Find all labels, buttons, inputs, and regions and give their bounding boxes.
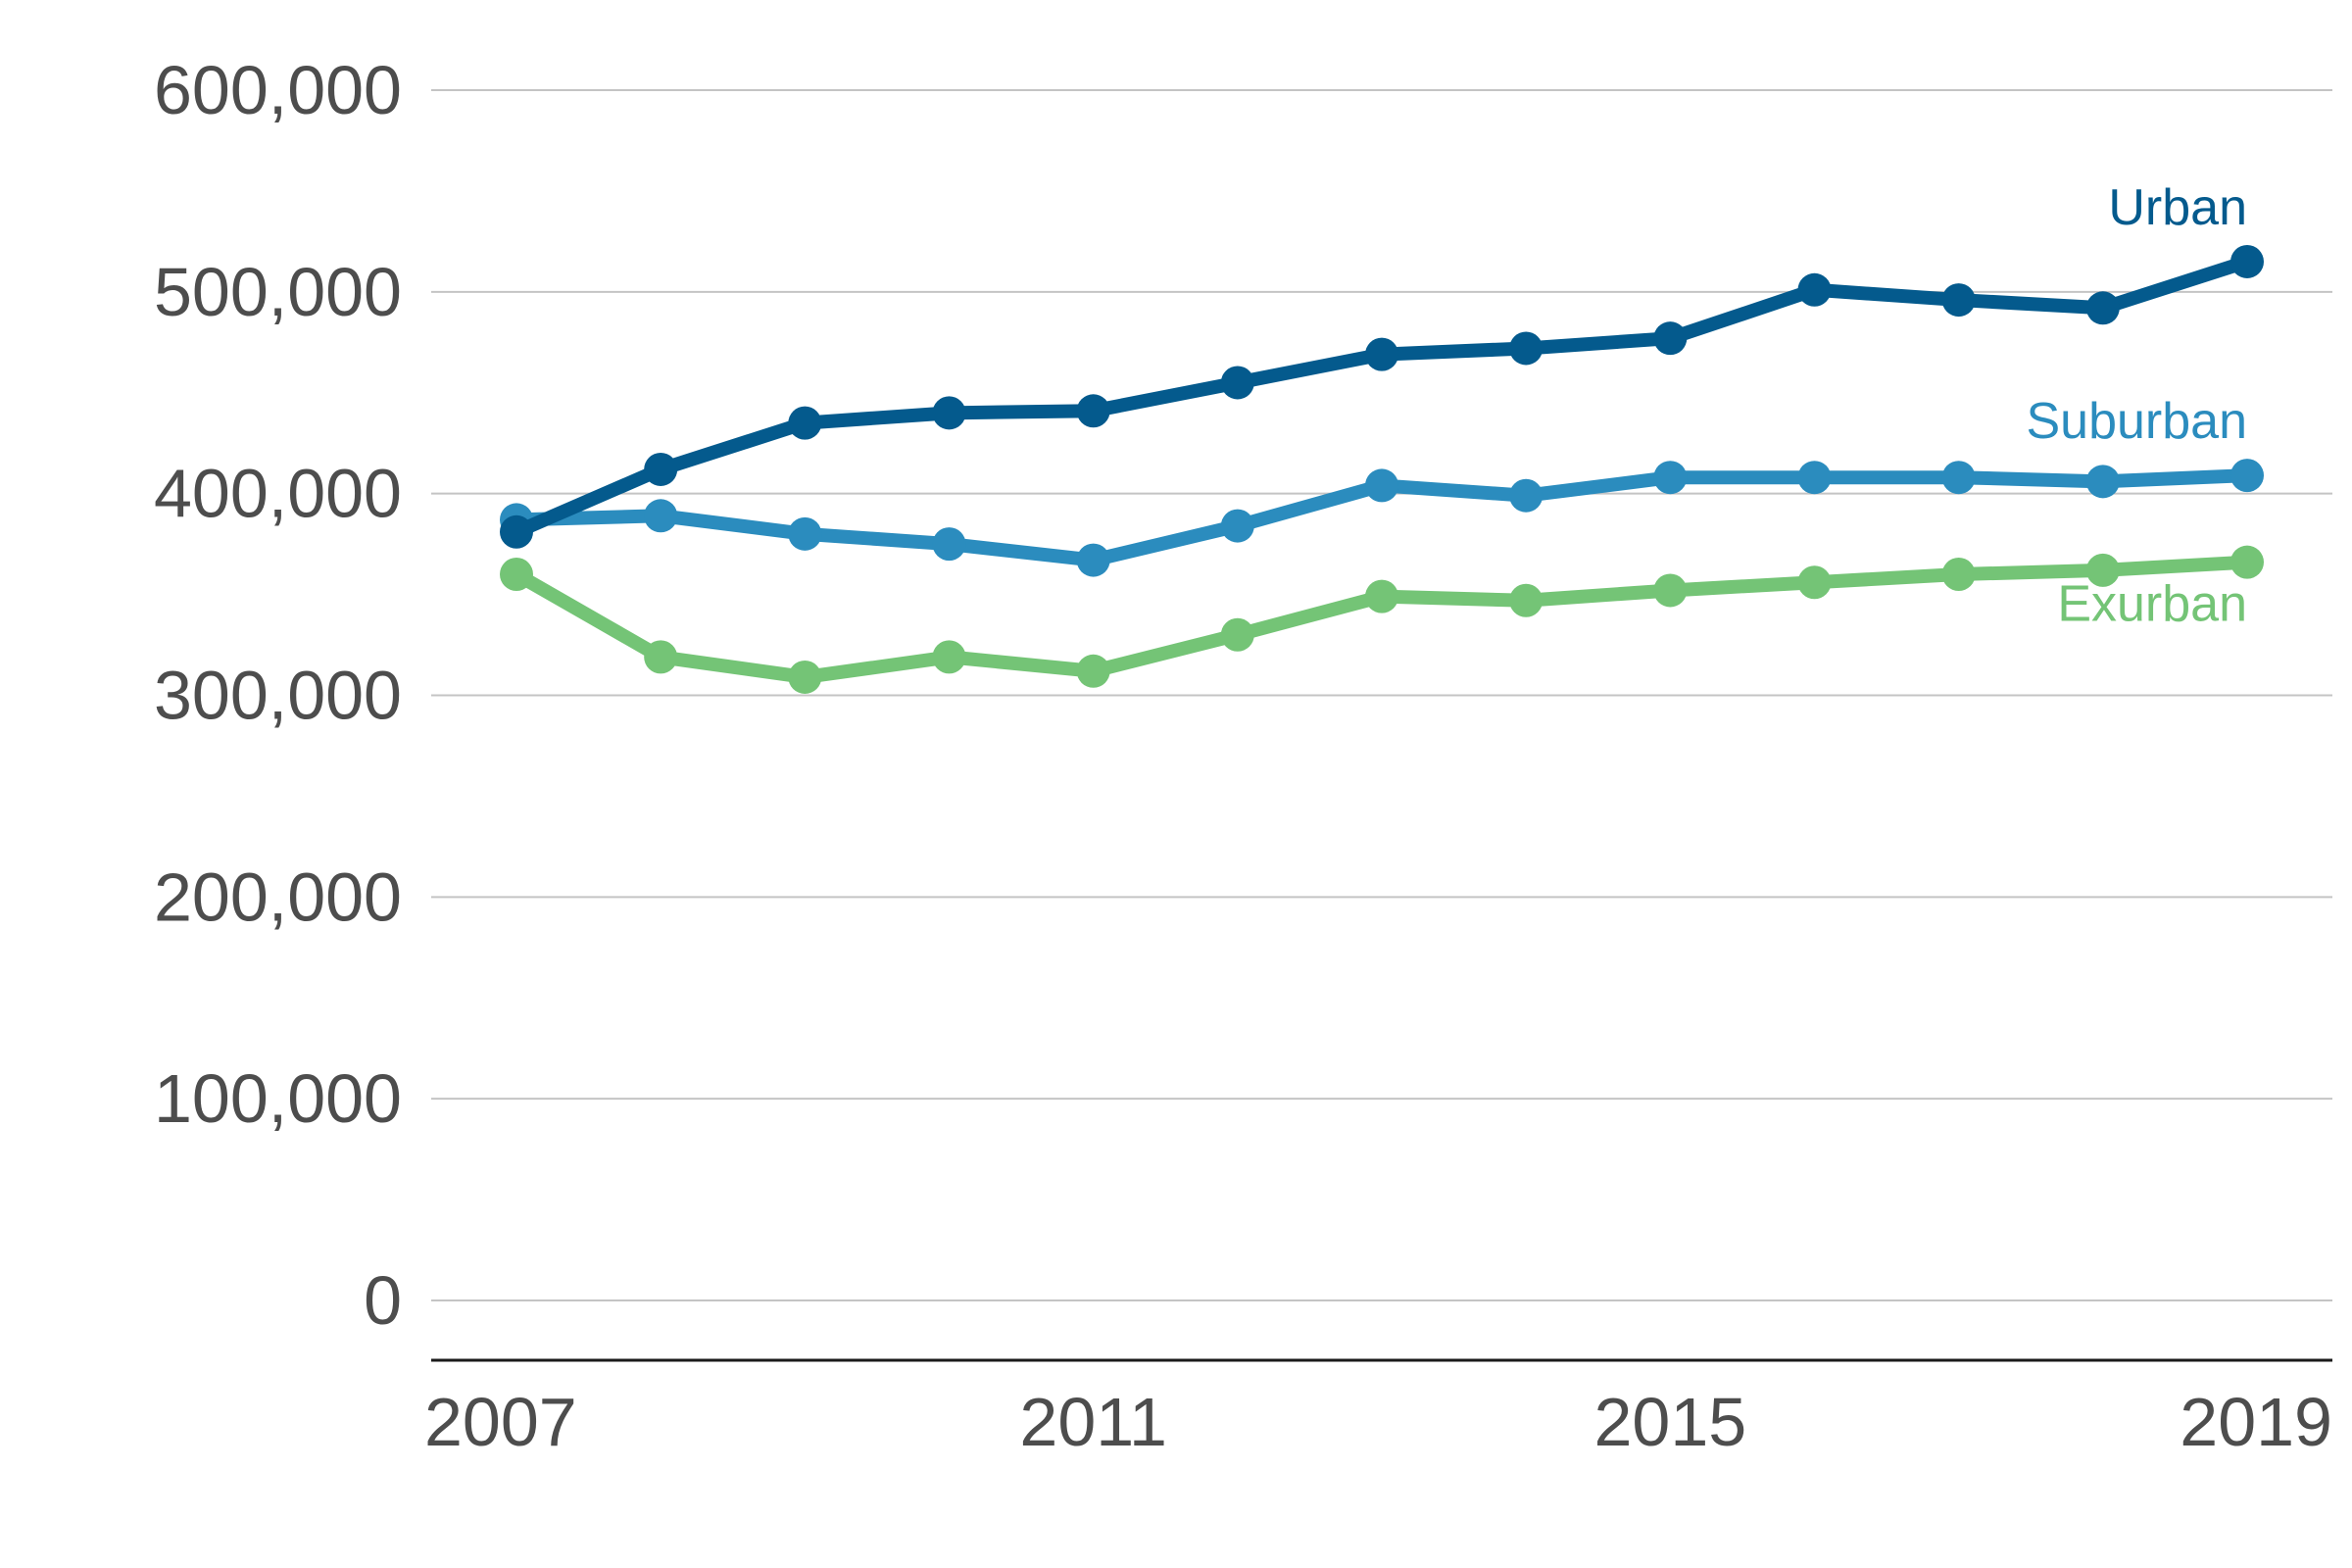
exurban-point: [644, 640, 678, 674]
series-exurban: [500, 545, 2264, 694]
y-tick-label: 200,000: [154, 858, 402, 935]
gridlines: [431, 89, 2332, 1301]
urban-point: [644, 452, 678, 486]
x-axis: 2007 2011 2015 2019: [424, 1358, 2332, 1460]
series-urban: [500, 244, 2264, 549]
suburban-point: [2230, 459, 2264, 493]
urban-point: [1509, 331, 1544, 366]
urban-point: [1076, 394, 1110, 428]
exurban-point: [2230, 545, 2264, 579]
y-axis: 0 100,000 200,000 300,000 400,000 500,000 600,…: [154, 52, 402, 1339]
exurban-point: [1653, 573, 1688, 608]
y-tick-label: 100,000: [154, 1060, 402, 1137]
urban-point: [1941, 283, 1976, 318]
y-tick-label: 0: [364, 1262, 402, 1339]
y-tick-label: 300,000: [154, 658, 402, 734]
suburban-point: [644, 499, 678, 533]
x-tick-label: 2015: [1593, 1384, 1746, 1460]
exurban-point: [500, 558, 533, 591]
suburban-point: [1797, 461, 1832, 495]
urban-point: [1653, 321, 1688, 356]
series-labels: Urban Suburban Exurban: [2026, 179, 2247, 633]
series-label-suburban: Suburban: [2026, 393, 2247, 450]
exurban-point: [1365, 579, 1398, 613]
urban-point: [2230, 244, 2264, 278]
suburban-point: [1365, 468, 1398, 503]
suburban-point: [1941, 461, 1976, 495]
suburban-point: [2085, 465, 2120, 499]
suburban-point: [1509, 478, 1544, 513]
suburban-point: [1076, 543, 1110, 577]
x-tick-label: 2011: [1019, 1384, 1167, 1460]
series-label-exurban: Exurban: [2057, 576, 2247, 633]
series-lines: [500, 244, 2264, 694]
suburban-point: [932, 527, 966, 562]
urban-point: [932, 396, 966, 430]
y-tick-label: 400,000: [154, 456, 402, 532]
x-tick-label: 2007: [424, 1384, 577, 1460]
urban-point: [788, 406, 822, 440]
urban-point: [2085, 291, 2120, 325]
urban-point: [1797, 272, 1832, 307]
exurban-point: [1797, 565, 1832, 600]
exurban-point: [1941, 558, 1976, 591]
series-label-urban: Urban: [2108, 179, 2247, 236]
y-tick-label: 600,000: [154, 52, 402, 128]
urban-point: [1365, 337, 1398, 371]
exurban-point: [788, 660, 822, 694]
y-tick-label: 500,000: [154, 254, 402, 330]
suburban-point: [1653, 461, 1688, 495]
exurban-point: [2085, 553, 2120, 587]
urban-point: [1220, 366, 1254, 400]
exurban-point: [932, 640, 966, 674]
exurban-point: [1076, 654, 1110, 688]
series-suburban: [500, 459, 2264, 577]
suburban-point: [788, 516, 822, 551]
exurban-line: [510, 555, 2254, 684]
exurban-point: [1220, 617, 1254, 652]
urban-point: [500, 514, 533, 549]
exurban-point: [1509, 583, 1544, 617]
suburban-point: [1220, 509, 1254, 543]
x-tick-label: 2019: [2180, 1384, 2332, 1460]
